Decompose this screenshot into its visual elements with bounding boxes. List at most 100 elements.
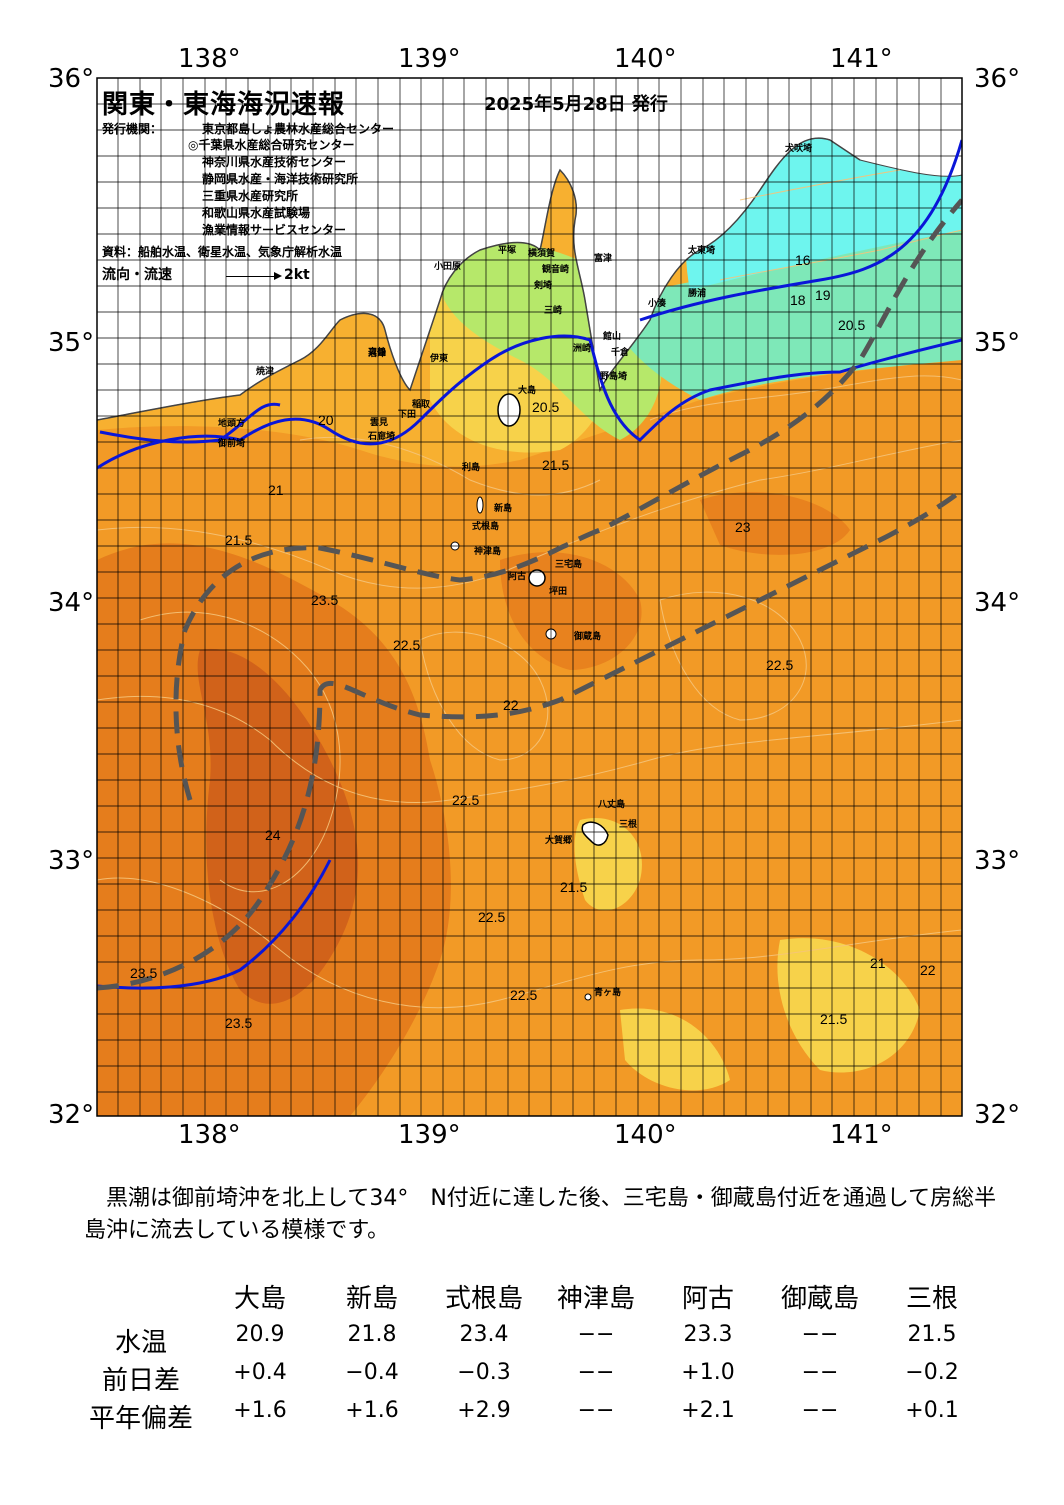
hachijojima-island (581, 821, 609, 846)
contour-label: 16 (795, 252, 811, 268)
table-cell: +1.6 (233, 1398, 287, 1423)
place-label: 三宅島 (555, 560, 583, 570)
latitude-label-left: 33° (48, 846, 95, 876)
latitude-label-right: 32° (974, 1100, 1021, 1130)
place-label: 太東埼 (688, 246, 716, 256)
table-cell: −− (577, 1360, 615, 1385)
place-label: 大賀郷 (545, 836, 573, 846)
contour-label: 22.5 (478, 909, 505, 925)
table-cell: −− (577, 1398, 615, 1423)
place-label: 館山 (603, 332, 622, 342)
lat-lon-grid (97, 78, 962, 1116)
table-cell: 23.3 (683, 1322, 733, 1347)
issuer-label: 発行機関： (102, 122, 163, 136)
table-row: 前日差 +0.4 −0.4 −0.3 −− +1.0 −− −0.2 (78, 1360, 988, 1398)
table-cell: −− (801, 1398, 839, 1423)
latitude-label-right: 33° (974, 846, 1021, 876)
table-cell: −0.4 (345, 1360, 399, 1385)
longitude-label-top: 139° (398, 44, 461, 74)
contour-label: 23.5 (311, 592, 338, 608)
place-label: 沼津 (368, 349, 387, 359)
table-header-row: 大島 新島 式根島 神津島 阿古 御蔵島 三根 (78, 1278, 988, 1322)
place-label: 三根 (619, 820, 638, 830)
latitude-label-right: 34° (974, 588, 1021, 618)
southeast-cool-patch (777, 938, 920, 1073)
table-cell: −0.2 (905, 1360, 959, 1385)
issuer-name: 三重県水産研究所 (202, 189, 299, 203)
flow-scale-value: 2kt (284, 267, 310, 283)
place-label: 大島 (518, 386, 537, 396)
place-label: 横須賀 (528, 249, 556, 259)
contour-label: 22.5 (510, 987, 537, 1003)
place-label: 御蔵島 (574, 632, 602, 642)
issuer-name: 東京都島しょ農林水産総合センター (202, 122, 395, 136)
isotherm-southwest (97, 859, 332, 990)
map-frame (96, 77, 963, 1117)
contour-label: 19 (815, 287, 831, 303)
place-label: 三崎 (544, 306, 563, 316)
contour-label: 24 (265, 827, 281, 843)
place-label: 雲見 (370, 418, 389, 428)
place-label: 新島 (494, 504, 513, 514)
contour-label: 23.5 (225, 1015, 252, 1031)
place-label: 小湊 (648, 299, 667, 309)
row-label: 平年偏差 (88, 1404, 193, 1434)
contour-label: 20 (318, 412, 334, 428)
kuroshio-boundary (173, 198, 962, 801)
contour-label: 21.5 (560, 879, 587, 895)
data-source: 資料：船舶水温、衛星水温、気象庁解析水温 (102, 245, 343, 259)
longitude-label-top: 141° (830, 44, 893, 74)
table-row: 平年偏差 +1.6 +1.6 +2.9 −− +2.1 −− +0.1 (78, 1398, 988, 1436)
isotherm-20c-west (99, 402, 281, 444)
flow-legend-label: 流向・流速 (102, 267, 172, 283)
table-cell: +0.1 (905, 1398, 959, 1423)
longitude-label-bottom: 139° (398, 1120, 461, 1150)
isotherm-boso (639, 139, 962, 322)
contour-value-labels: 16 18 19 20 20.5 21 21.5 22 22.5 23 23.5… (130, 252, 936, 1031)
longitude-label-bottom: 141° (830, 1120, 893, 1150)
table-cell: 20.9 (235, 1322, 285, 1347)
issuer-name: 漁業情報サービスセンター (202, 223, 347, 237)
contour-label: 21 (870, 955, 886, 971)
place-label: 焼津 (256, 367, 275, 377)
place-label: 阿古 (508, 572, 527, 582)
place-label: 千倉 (611, 348, 630, 358)
contour-label: 21 (268, 482, 284, 498)
contour-label: 22 (920, 962, 936, 978)
place-label: 八丈島 (598, 800, 626, 810)
longitude-label-bottom: 138° (178, 1120, 241, 1150)
contour-label: 23.5 (130, 965, 157, 981)
map-canvas: 16 18 19 20 20.5 21 21.5 22 22.5 23 23.5… (96, 77, 963, 1117)
boso-coastal-water (600, 230, 962, 400)
flow-scale-arrowhead (274, 272, 282, 280)
longitude-label-top: 138° (178, 44, 241, 74)
place-label: 富津 (594, 254, 613, 264)
table-cell: 23.4 (459, 1322, 509, 1347)
column-header: 阿古 (681, 1284, 734, 1314)
contour-label: 23 (735, 519, 751, 535)
contour-label: 22 (503, 697, 519, 713)
contour-label: 21.5 (542, 457, 569, 473)
contour-label: 22.5 (393, 637, 420, 653)
place-label: 利島 (462, 463, 481, 473)
place-label: 神津島 (474, 547, 502, 557)
contour-label: 21.5 (820, 1011, 847, 1027)
place-label: 下田 (398, 410, 417, 420)
table-cell: −0.3 (457, 1360, 511, 1385)
flow-scale-arrow (226, 276, 278, 277)
place-label: 御前埼 (218, 439, 246, 449)
warmest-water-zone (197, 648, 359, 1004)
table-cell: +1.0 (681, 1360, 735, 1385)
miyakejima-island (528, 569, 546, 587)
map-title: 関東・東海海況速報 (102, 90, 346, 120)
issuer-name: 和歌山県水産試験場 (202, 206, 311, 220)
sea-temperature-map: 16 18 19 20 20.5 21 21.5 22 22.5 23 23.5… (48, 44, 1021, 1150)
warm-eddy-east (700, 491, 850, 555)
contour-label: 20.5 (532, 399, 559, 415)
summary-text: 黒潮は御前埼沖を北上して34° N付近に達した後、三宅島・御蔵島付近を通過して房… (84, 1183, 1004, 1247)
place-label: 伊東 (430, 354, 449, 364)
place-label: 坪田 (549, 587, 568, 597)
place-label: 平塚 (498, 246, 517, 256)
table-cell: −− (801, 1322, 839, 1347)
latitude-label-left: 35° (48, 328, 95, 358)
